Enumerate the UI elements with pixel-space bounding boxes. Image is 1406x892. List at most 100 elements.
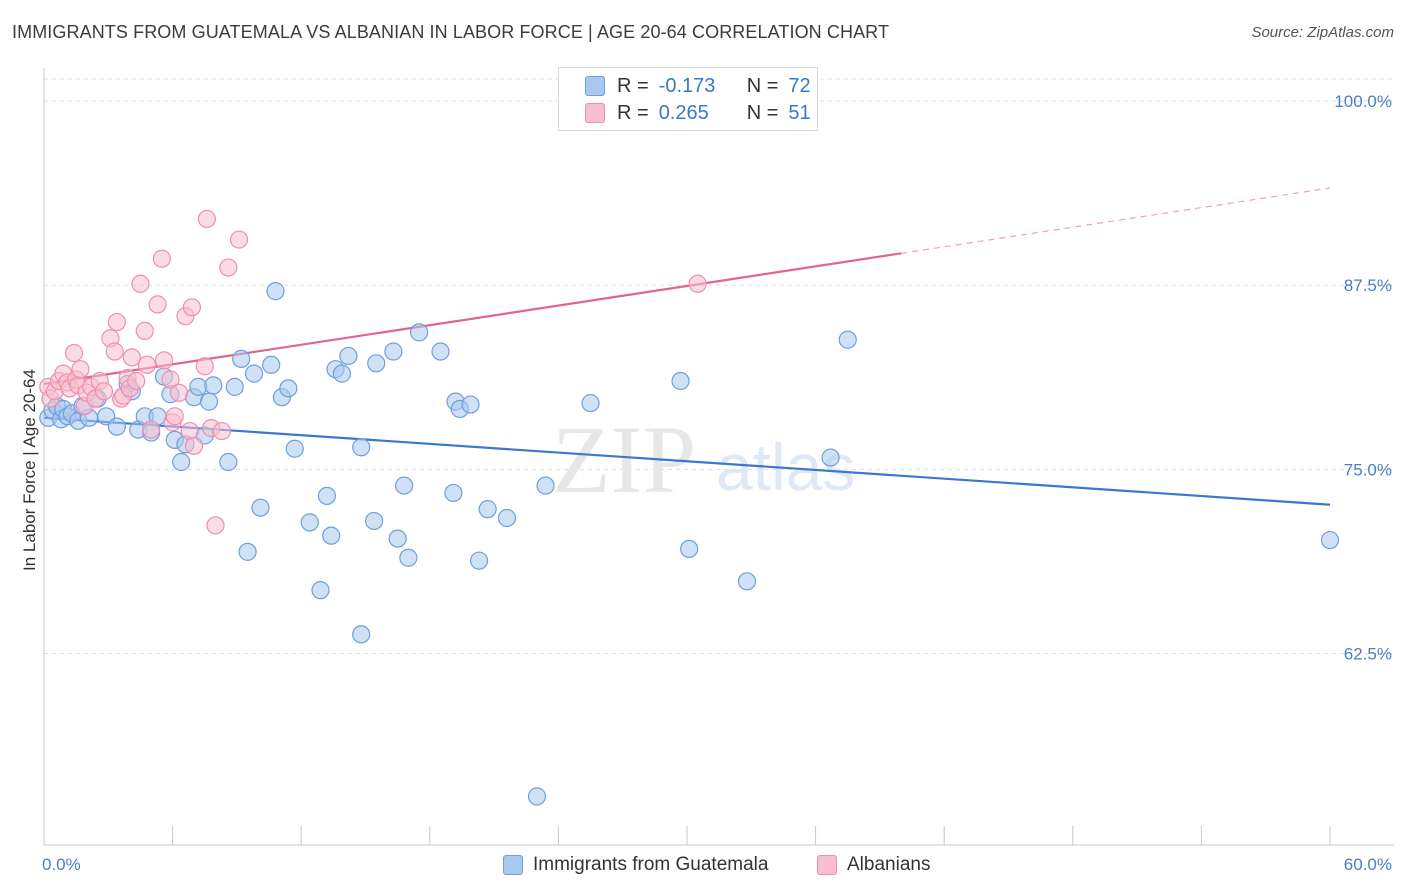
data-point	[161, 370, 180, 389]
data-point	[300, 513, 319, 532]
data-point	[169, 383, 189, 402]
legend-n-label: N =	[746, 101, 779, 124]
data-point	[339, 346, 358, 366]
data-point	[142, 420, 161, 439]
data-point	[189, 377, 208, 396]
data-point	[688, 274, 707, 293]
data-point	[184, 436, 204, 455]
data-point	[172, 452, 191, 472]
data-point	[367, 354, 386, 373]
data-point	[431, 342, 450, 361]
data-point	[581, 393, 600, 413]
y-tick-label: 87.5%	[1344, 276, 1392, 295]
data-point	[279, 379, 298, 398]
data-point	[1320, 530, 1340, 550]
data-point	[219, 258, 238, 277]
trend-lines	[43, 187, 1331, 506]
data-point	[251, 498, 270, 517]
data-point	[131, 274, 150, 293]
trend-line-extension	[901, 187, 1331, 254]
x-tick-label-max: 60.0%	[1344, 855, 1392, 874]
data-point	[478, 500, 497, 519]
data-point	[182, 298, 201, 317]
axes	[43, 68, 1394, 846]
data-points	[39, 209, 1340, 806]
data-point	[107, 417, 126, 436]
data-point	[317, 486, 337, 505]
data-point	[497, 508, 517, 528]
data-point	[204, 376, 223, 395]
legend-r-label: R =	[617, 74, 649, 97]
data-point	[737, 572, 757, 591]
data-point	[137, 355, 156, 374]
legend-n-value: 72	[788, 74, 811, 97]
data-point	[680, 539, 699, 559]
data-point	[135, 321, 154, 340]
data-point	[399, 548, 418, 567]
bottom-legend-albanians: Albanians	[817, 852, 930, 878]
data-point	[262, 355, 281, 374]
legend-swatch-pink	[585, 103, 605, 123]
data-point	[232, 349, 251, 368]
data-point	[536, 476, 555, 495]
data-point	[332, 364, 352, 383]
bottom-legend-guatemala: Immigrants from Guatemala	[503, 852, 768, 878]
data-point	[821, 448, 840, 467]
bottom-legend-label-albanians: Albanians	[847, 854, 931, 875]
data-point	[671, 371, 690, 391]
data-point	[322, 526, 341, 545]
data-point	[165, 407, 184, 426]
series-albanians	[39, 209, 707, 535]
bottom-legend-label-guatemala: Immigrants from Guatemala	[533, 854, 769, 875]
source-label: Source: ZipAtlas.com	[1251, 24, 1394, 41]
legend-row-albanians: R = 0.265 N = 51	[585, 100, 811, 126]
data-point	[148, 295, 167, 314]
data-point	[527, 787, 547, 806]
data-point	[107, 312, 126, 332]
data-point	[105, 342, 124, 361]
data-point	[199, 392, 219, 411]
chart-title: IMMIGRANTS FROM GUATEMALA VS ALBANIAN IN…	[12, 22, 890, 42]
data-point	[469, 551, 489, 570]
data-point	[364, 511, 384, 531]
legend-n-value: 51	[788, 101, 811, 124]
y-tick-label: 100.0%	[1334, 92, 1392, 111]
data-point	[311, 581, 330, 600]
y-axis-label: In Labor Force | Age 20-64	[20, 369, 39, 571]
data-point	[197, 209, 216, 229]
data-point	[64, 343, 84, 363]
data-point	[225, 377, 244, 396]
x-tick-label-min: 0.0%	[42, 855, 81, 874]
data-point	[219, 452, 238, 472]
legend-r-label: R =	[617, 101, 649, 124]
bottom-legend-swatch-pink	[817, 855, 837, 875]
legend-swatch-blue	[585, 76, 605, 96]
legend-r-value: 0.265	[658, 101, 709, 124]
data-point	[94, 382, 114, 401]
data-point	[212, 421, 231, 441]
data-point	[394, 476, 414, 495]
correlation-legend: R = -0.173 N = 72 R = 0.265 N = 51	[558, 67, 818, 131]
data-point	[206, 516, 225, 535]
watermark: ZIP atlas	[552, 406, 855, 513]
legend-r-value: -0.173	[658, 74, 716, 97]
data-point	[384, 342, 403, 361]
data-point	[388, 529, 407, 548]
legend-row-guatemala: R = -0.173 N = 72	[585, 73, 811, 99]
data-point	[444, 483, 463, 503]
data-point	[152, 249, 171, 268]
data-point	[122, 348, 141, 367]
tick-labels: 62.5% 75.0% 87.5% 100.0% 0.0% 60.0%	[42, 92, 1392, 874]
y-tick-label: 62.5%	[1344, 645, 1392, 664]
series-guatemala	[39, 282, 1340, 806]
data-point	[154, 351, 174, 370]
bottom-legend-swatch-blue	[503, 855, 523, 875]
trend-line-albanians	[43, 252, 902, 386]
data-point	[71, 360, 90, 379]
legend-n-label: N =	[746, 74, 779, 97]
data-point	[285, 439, 304, 458]
y-tick-label: 75.0%	[1344, 460, 1392, 479]
data-point	[195, 357, 214, 376]
trend-line-guatemala	[43, 416, 1331, 506]
